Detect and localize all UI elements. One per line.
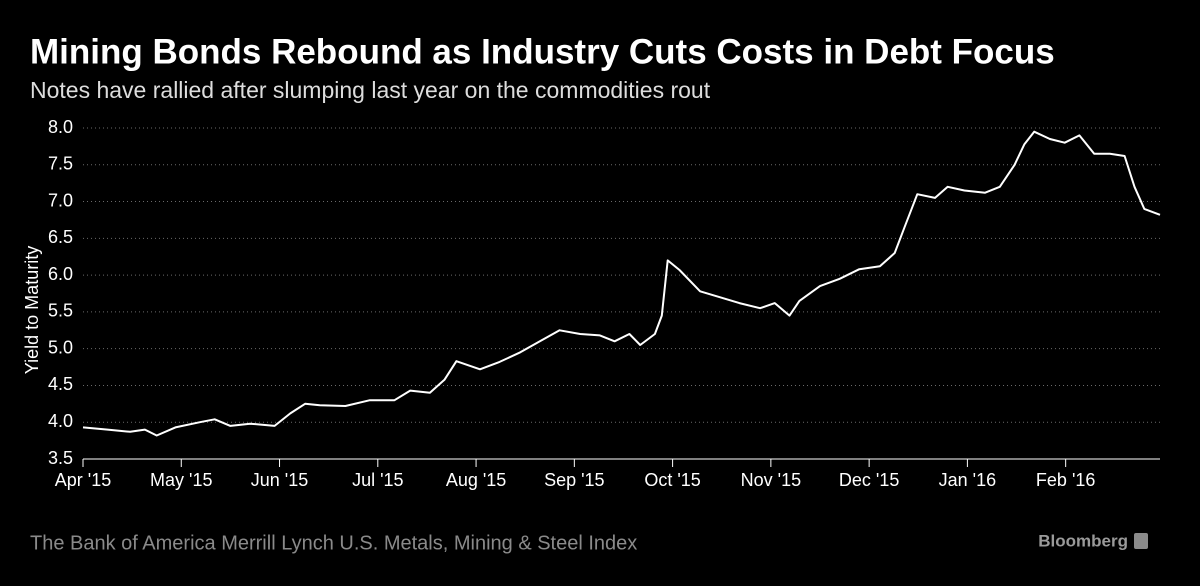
source-note: The Bank of America Merrill Lynch U.S. M… xyxy=(30,532,637,554)
x-tick-label: Apr '15 xyxy=(55,470,111,490)
data-line xyxy=(82,130,1161,437)
x-tick-label: Nov '15 xyxy=(741,470,801,490)
y-tick-label: 3.5 xyxy=(48,448,73,468)
y-tick-label: 4.0 xyxy=(48,411,73,431)
chart-title: Mining Bonds Rebound as Industry Cuts Co… xyxy=(30,32,1055,71)
x-tick-label: Sep '15 xyxy=(544,470,605,490)
y-tick-label: 6.5 xyxy=(48,227,73,247)
chart-subtitle: Notes have rallied after slumping last y… xyxy=(30,77,711,103)
x-tick-label: Jan '16 xyxy=(939,470,996,490)
y-axis-label: Yield to Maturity xyxy=(22,246,42,374)
y-tick-label: 4.5 xyxy=(48,374,73,394)
y-tick-label: 7.5 xyxy=(48,154,73,174)
y-tick-label: 6.0 xyxy=(48,264,73,284)
y-tick-label: 8.0 xyxy=(48,117,73,137)
x-tick-label: May '15 xyxy=(150,470,212,490)
brand-icon xyxy=(1134,533,1148,549)
x-tick-label: Aug '15 xyxy=(446,470,507,490)
x-tick-label: Jul '15 xyxy=(352,470,403,490)
brand-logo: Bloomberg xyxy=(1038,531,1128,550)
x-tick-label: Oct '15 xyxy=(644,470,700,490)
x-tick-label: Dec '15 xyxy=(839,470,899,490)
y-tick-label: 7.0 xyxy=(48,190,73,210)
y-tick-label: 5.0 xyxy=(48,337,73,357)
y-tick-label: 5.5 xyxy=(48,301,73,321)
x-tick-label: Jun '15 xyxy=(251,470,308,490)
x-tick-label: Feb '16 xyxy=(1036,470,1095,490)
